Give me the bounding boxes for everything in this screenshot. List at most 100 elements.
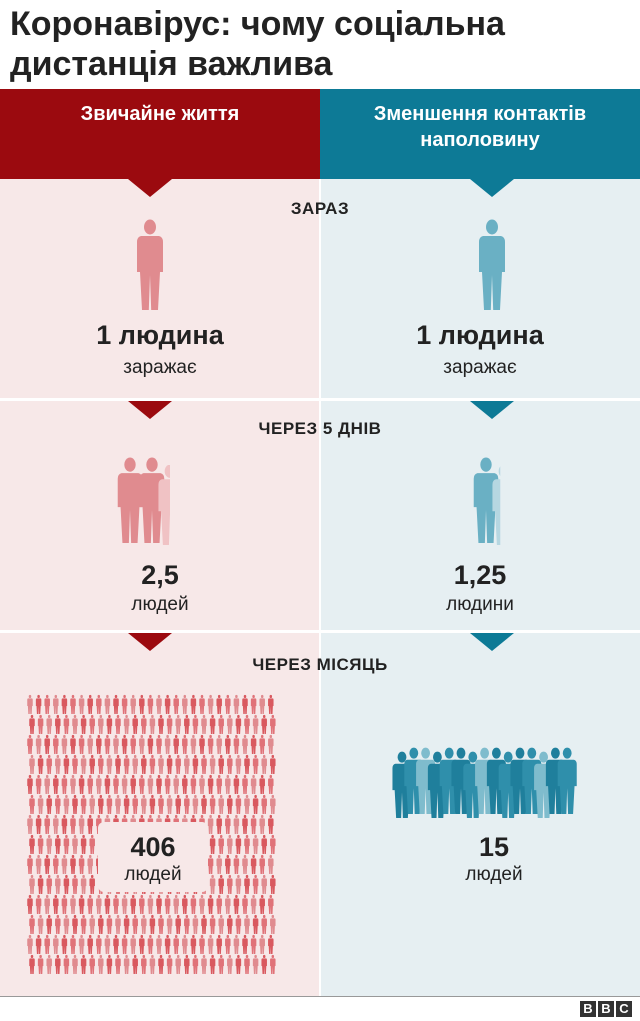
person-icon [72, 834, 78, 854]
person-icon [27, 774, 33, 794]
person-icon [201, 794, 207, 814]
person-icon [235, 834, 242, 854]
person-icon [139, 694, 145, 714]
person-icon [149, 794, 156, 814]
person-icon [173, 734, 179, 754]
text-now-right: заражає [443, 357, 517, 378]
person-icon [199, 894, 205, 914]
person-icon [44, 934, 50, 954]
person-icon [209, 914, 216, 934]
person-icon [137, 219, 163, 310]
person-icon [268, 854, 274, 874]
person-icon [218, 794, 224, 814]
person-icon [268, 894, 274, 914]
person-icon [113, 694, 119, 714]
person-icon [250, 854, 257, 874]
person-icon [104, 694, 111, 714]
person-icon [87, 814, 93, 834]
person-icon [87, 934, 93, 954]
person-icon [78, 694, 85, 714]
person-icon [235, 794, 242, 814]
person-icon [184, 914, 190, 934]
person-icon [192, 714, 199, 734]
person-icon [27, 854, 33, 874]
person-icon [89, 714, 95, 734]
person-icon [104, 934, 111, 954]
person-icon [115, 754, 121, 774]
person-icon [252, 794, 259, 814]
person-icon [63, 754, 70, 774]
person-icon [78, 814, 85, 834]
person-icon [182, 934, 188, 954]
section-label-five-days: ЧЕРЕЗ 5 ДНІВ [258, 419, 382, 438]
person-icon [252, 914, 259, 934]
person-icon [270, 914, 276, 934]
person-icon [80, 914, 87, 934]
person-icon [259, 814, 265, 834]
person-icon [175, 914, 181, 934]
person-icon [156, 934, 162, 954]
person-icon [244, 794, 250, 814]
person-icon [175, 954, 181, 974]
person-icon [166, 954, 173, 974]
person-icon [115, 794, 121, 814]
person-icon [44, 734, 50, 754]
person-icon [55, 794, 61, 814]
person-icon [201, 754, 207, 774]
person-icon [139, 457, 165, 543]
person-icon [96, 774, 102, 794]
person-icon [46, 794, 52, 814]
person-icon [44, 894, 50, 914]
person-icon [192, 754, 199, 774]
person-icon [78, 934, 85, 954]
person-icon [117, 457, 143, 543]
person-icon [29, 874, 35, 894]
person-icon [123, 794, 130, 814]
person-icon [29, 794, 35, 814]
person-icon [89, 794, 95, 814]
right-pointer-arrow [470, 401, 514, 419]
person-icon [235, 954, 242, 974]
person-icon [156, 894, 162, 914]
person-icon [55, 714, 61, 734]
person-icon [44, 694, 50, 714]
person-icon [78, 734, 85, 754]
bbc-logo: B B C [580, 1001, 632, 1017]
person-icon [72, 914, 78, 934]
person-icon [44, 854, 50, 874]
person-icon [218, 914, 224, 934]
person-icon [209, 834, 216, 854]
person-icon [61, 734, 68, 754]
person-icon [233, 774, 240, 794]
person-icon [218, 954, 224, 974]
person-icon [270, 754, 276, 774]
person-icon [123, 754, 130, 774]
person-icon [147, 694, 154, 714]
person-icon [156, 694, 162, 714]
person-icon [139, 774, 145, 794]
person-icon [270, 834, 276, 854]
person-icon [250, 894, 257, 914]
person-icon [268, 694, 274, 714]
person-icon [259, 934, 265, 954]
person-icon [63, 794, 70, 814]
person-icon [190, 694, 197, 714]
person-icon [158, 754, 164, 774]
person-icon [78, 854, 85, 874]
person-icon [190, 894, 197, 914]
person-icon [61, 814, 68, 834]
person-icon [233, 814, 240, 834]
person-icon [123, 914, 130, 934]
person-icon [78, 774, 85, 794]
person-icon [235, 754, 242, 774]
person-icon [46, 834, 52, 854]
person-icon [158, 714, 164, 734]
person-icon [141, 714, 147, 734]
person-icon [270, 954, 276, 974]
person-icon [250, 734, 257, 754]
person-icon [158, 914, 164, 934]
text-month-left: людей [124, 864, 182, 885]
person-icon [242, 694, 248, 714]
person-icon [70, 734, 76, 754]
person-icon [242, 934, 248, 954]
